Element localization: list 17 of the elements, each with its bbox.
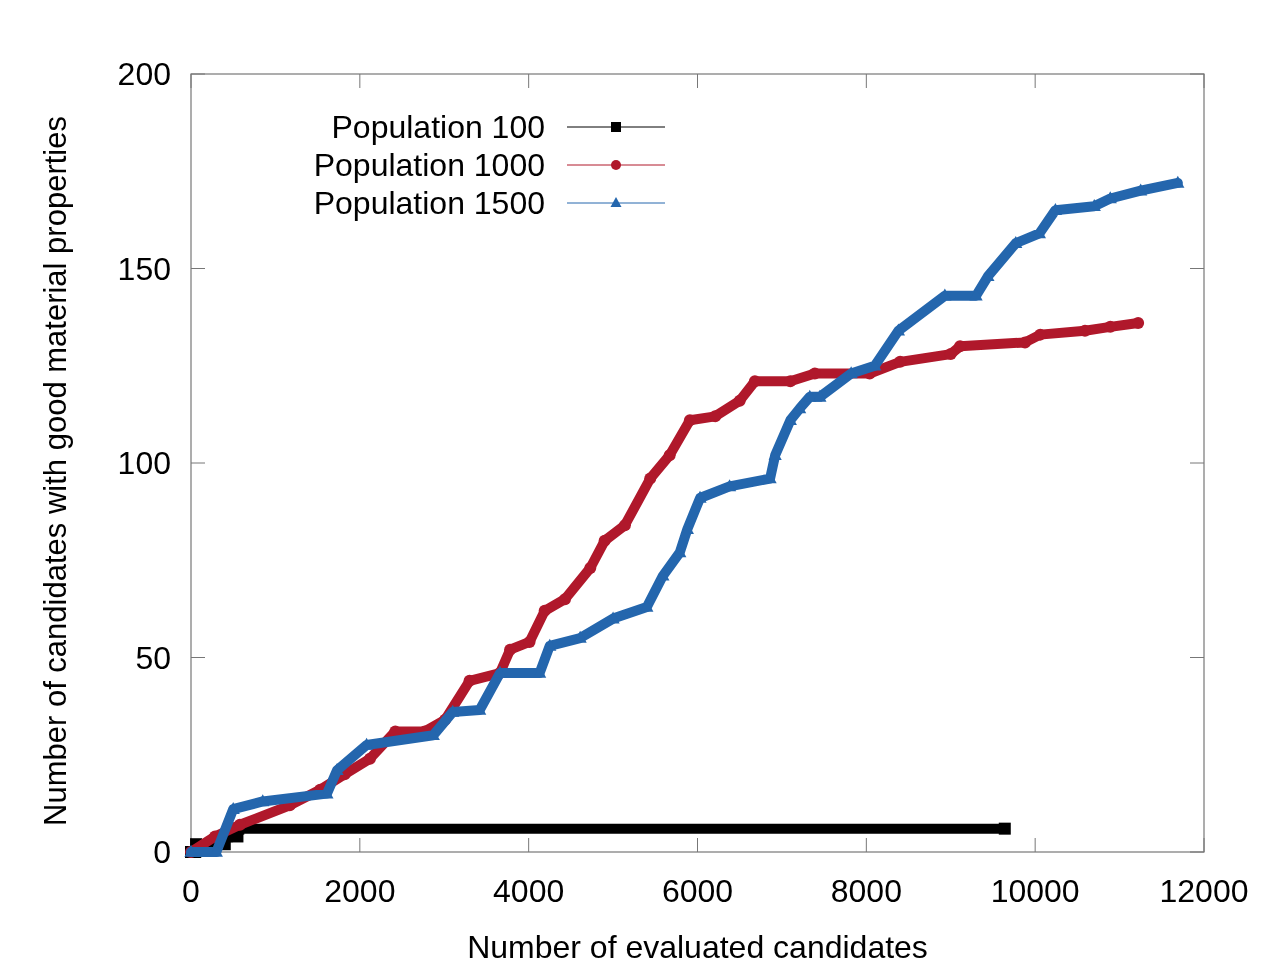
x-tick-label: 8000	[830, 873, 902, 909]
y-tick-label: 150	[117, 250, 171, 287]
y-tick-label: 50	[135, 639, 171, 676]
legend-label: Population 100	[331, 109, 545, 145]
y-tick-label: 0	[153, 834, 171, 870]
x-tick-label: 2000	[324, 873, 396, 909]
x-tick-label: 12000	[1159, 873, 1249, 909]
x-tick-label: 0	[182, 873, 200, 909]
x-tick-label: 4000	[493, 873, 565, 909]
legend-label: Population 1000	[313, 147, 545, 183]
x-tick-label: 6000	[661, 873, 734, 909]
x-axis-title: Number of evaluated candidates	[467, 929, 928, 965]
x-tick-label: 10000	[990, 873, 1080, 909]
y-axis-title: Number of candidates with good material properties	[38, 116, 73, 826]
legend-label: Population 1500	[313, 185, 545, 221]
y-tick-label: 100	[117, 445, 171, 481]
y-tick-label: 200	[117, 56, 171, 92]
